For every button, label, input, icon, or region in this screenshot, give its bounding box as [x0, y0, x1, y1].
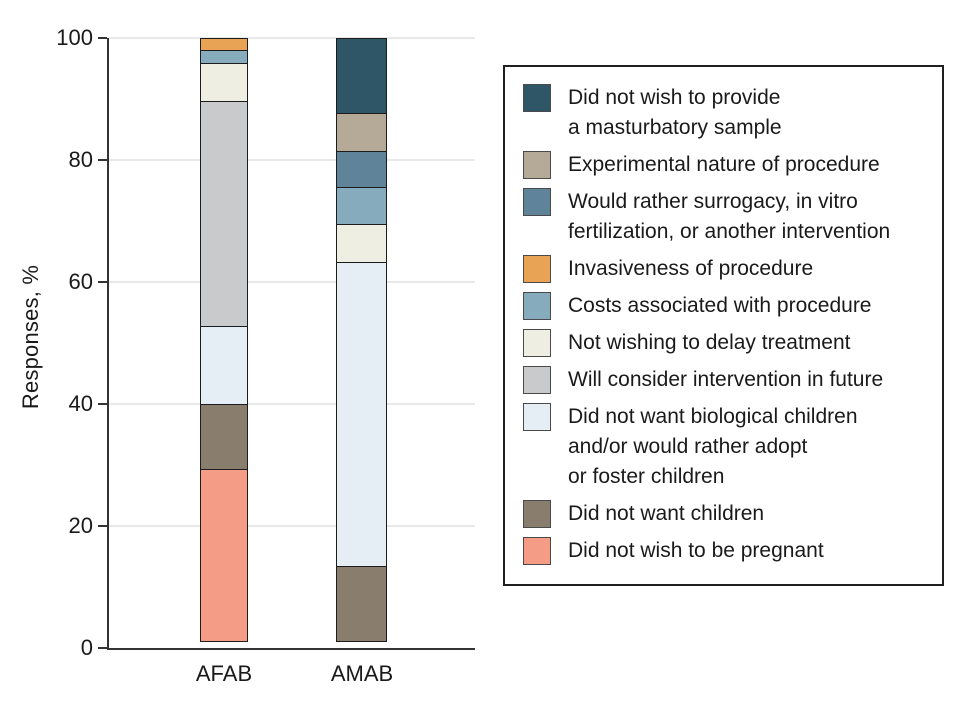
- bar-segment: [336, 187, 387, 226]
- legend-swatch: [523, 84, 551, 112]
- y-axis-title: Responses, %: [18, 264, 43, 410]
- gridline-100: [109, 37, 475, 39]
- plot-area: 0 20 40 60 80 100 AFAB AMAB: [56, 27, 475, 686]
- bar-segment: [336, 150, 387, 189]
- legend-swatch: [523, 366, 551, 394]
- x-axis-label-afab: AFAB: [195, 661, 253, 686]
- y-tick-label-40: 40: [68, 391, 93, 416]
- legend-item: Did not wish to be pregnant: [523, 536, 926, 566]
- legend-swatch: [523, 151, 551, 179]
- gridline-80: [109, 159, 475, 161]
- bar-segment: [200, 38, 248, 52]
- bar-segment: [336, 261, 387, 567]
- bar-segment: [200, 469, 248, 642]
- legend-swatch: [523, 188, 551, 216]
- legend-item: Experimental nature of procedure: [523, 150, 926, 180]
- y-tick-0: [98, 647, 107, 649]
- y-tick-label-100: 100: [56, 25, 93, 50]
- y-tick-label-0: 0: [80, 635, 93, 660]
- legend-item-label: Experimental nature of procedure: [568, 153, 880, 176]
- legend-item: Did not wish to provide a masturbatory s…: [523, 83, 926, 143]
- legend-item-label: Invasiveness of procedure: [568, 257, 814, 280]
- legend-item-label: Did not want children: [568, 502, 765, 525]
- bar-segment: [336, 224, 387, 263]
- bar-afab: [200, 38, 248, 648]
- y-tick-40: [98, 403, 107, 405]
- bar-segment: [336, 565, 387, 642]
- legend-swatch: [523, 329, 551, 357]
- legend-item-label: Costs associated with procedure: [568, 294, 872, 317]
- y-tick-80: [98, 159, 107, 161]
- legend-swatch: [523, 500, 551, 528]
- bar-segment: [200, 325, 248, 405]
- y-tick-label-80: 80: [68, 147, 93, 172]
- legend-item-label: Did not wish to be pregnant: [568, 539, 824, 562]
- legend-item: Will consider intervention in future: [523, 365, 926, 395]
- bar-segment: [200, 50, 248, 64]
- bar-segment: [336, 38, 387, 115]
- legend-swatch: [523, 292, 551, 320]
- bar-segment: [200, 62, 248, 103]
- legend-swatch: [523, 403, 551, 431]
- legend-swatch: [523, 537, 551, 565]
- legend-item-label: Not wishing to delay treatment: [568, 331, 851, 354]
- legend: Did not wish to provide a masturbatory s…: [503, 65, 944, 586]
- legend-item: Did not want biological children and/or …: [523, 402, 926, 492]
- gridline-60: [109, 281, 475, 283]
- legend-item-label: Would rather surrogacy, in vitro fertili…: [568, 190, 891, 243]
- legend-item-label: Did not wish to provide a masturbatory s…: [568, 86, 782, 139]
- y-tick-100: [98, 37, 107, 39]
- bar-segment: [200, 403, 248, 471]
- legend-item: Would rather surrogacy, in vitro fertili…: [523, 187, 926, 247]
- y-tick-label-20: 20: [68, 513, 93, 538]
- legend-item-label: Did not want biological children and/or …: [568, 405, 858, 488]
- legend-item-label: Will consider intervention in future: [568, 368, 884, 391]
- legend-swatch: [523, 255, 551, 283]
- legend-item: Did not want children: [523, 499, 926, 529]
- y-tick-20: [98, 525, 107, 527]
- legend-item: Costs associated with procedure: [523, 291, 926, 321]
- legend-item: Invasiveness of procedure: [523, 254, 926, 284]
- y-tick-label-60: 60: [68, 269, 93, 294]
- bar-amab: [336, 38, 387, 648]
- bar-segment: [336, 113, 387, 152]
- gridline-40: [109, 403, 475, 405]
- bar-segment: [200, 101, 248, 327]
- gridline-20: [109, 525, 475, 527]
- y-tick-60: [98, 281, 107, 283]
- x-axis-label-amab: AMAB: [330, 661, 394, 686]
- legend-item: Not wishing to delay treatment: [523, 328, 926, 358]
